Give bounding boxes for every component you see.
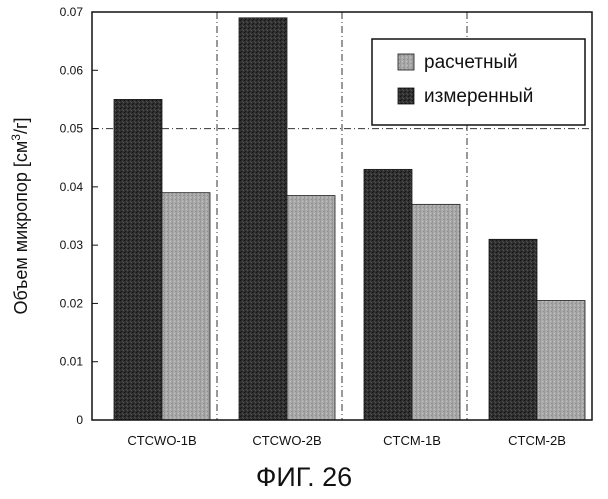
x-tick-label: CTCM-2B bbox=[508, 433, 566, 448]
legend-swatch bbox=[398, 88, 414, 104]
legend-swatch bbox=[398, 54, 414, 70]
legend-label: расчетный bbox=[424, 52, 518, 73]
legend-label: измеренный bbox=[424, 86, 533, 107]
bar-measured-ctcm-2b bbox=[489, 239, 537, 420]
legend: расчетный измеренный bbox=[372, 39, 585, 125]
y-tick-label: 0.04 bbox=[60, 180, 84, 194]
x-axis: CTCWO-1B CTCWO-2B CTCM-1B CTCM-2B bbox=[127, 433, 566, 448]
x-tick-label: CTCM-1B bbox=[383, 433, 441, 448]
bar-measured-ctcm-1b bbox=[364, 169, 412, 420]
y-tick-label: 0.01 bbox=[60, 355, 84, 369]
bar-calculated-ctcwo-1b bbox=[162, 193, 210, 420]
bar-calculated-ctcwo-2b bbox=[287, 196, 335, 420]
y-tick-label: 0.05 bbox=[60, 122, 84, 136]
bar-measured-ctcwo-2b bbox=[239, 18, 287, 420]
y-tick-label: 0.06 bbox=[60, 63, 84, 77]
y-tick-label: 0 bbox=[76, 413, 83, 427]
y-tick-label: 0.02 bbox=[60, 296, 84, 310]
y-tick-label: 0.03 bbox=[60, 238, 84, 252]
bar-measured-ctcwo-1b bbox=[114, 99, 162, 420]
y-tick-label: 0.07 bbox=[60, 5, 84, 19]
figure-caption: ФИГ. 26 bbox=[0, 462, 608, 493]
x-tick-label: CTCWO-1B bbox=[127, 433, 196, 448]
bar-calculated-ctcm-1b bbox=[412, 204, 460, 420]
x-tick-label: CTCWO-2B bbox=[252, 433, 321, 448]
y-axis-label: Объем микропор [см3/г] bbox=[9, 117, 31, 314]
bar-calculated-ctcm-2b bbox=[537, 301, 585, 420]
